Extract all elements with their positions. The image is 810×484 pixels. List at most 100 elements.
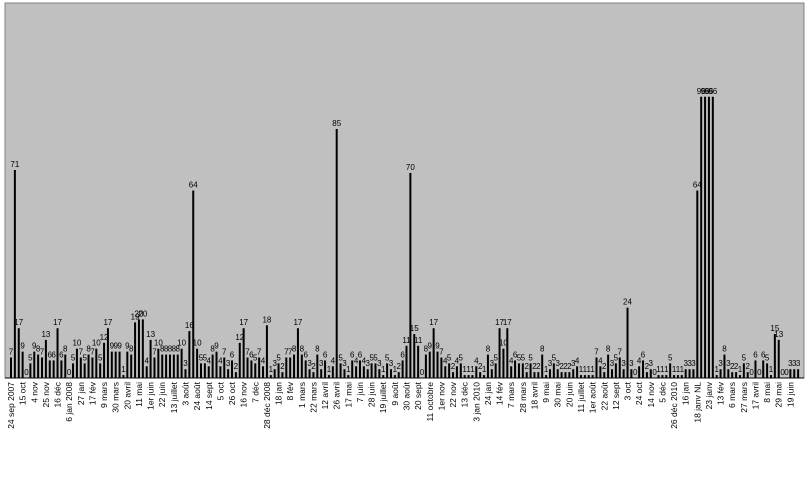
value-label: 0 [780, 368, 785, 377]
bar [33, 351, 36, 378]
bar [517, 363, 520, 378]
value-label: 8 [160, 345, 165, 354]
value-label: 2 [532, 362, 537, 371]
value-label: 10 [177, 339, 186, 348]
value-label: 9 [435, 342, 440, 351]
bar [401, 360, 404, 378]
value-label: 17 [293, 318, 302, 327]
bar [231, 360, 234, 378]
value-label: 3 [342, 359, 347, 368]
x-tick-label: 18 jan [274, 382, 284, 405]
value-label: 3 [718, 359, 723, 368]
value-label: 20 [138, 309, 147, 318]
bar [428, 351, 431, 378]
x-tick-label: 16 jan [681, 382, 691, 405]
value-label: 13 [146, 330, 155, 339]
x-tick-label: 5 oct [215, 381, 225, 400]
value-label: 5 [369, 353, 374, 362]
value-label: 1 [738, 365, 743, 374]
value-label: 9 [117, 342, 122, 351]
bar [405, 345, 408, 378]
x-tick-label: 18 avril [529, 382, 539, 410]
value-label: 5 [199, 353, 204, 362]
value-label: 5 [98, 353, 103, 362]
x-tick-label: 7 déc [250, 381, 260, 403]
bar [386, 363, 389, 378]
x-tick-label: 26 oct [227, 381, 237, 405]
bar [452, 372, 455, 378]
bar [99, 363, 102, 378]
bar [533, 372, 536, 378]
bar [114, 351, 117, 378]
value-label: 7 [40, 347, 45, 356]
bar [141, 319, 144, 378]
value-label: 5 [765, 353, 770, 362]
value-label: 0 [757, 368, 762, 377]
bar [29, 363, 32, 378]
value-label: 4 [575, 356, 580, 365]
value-label: 6 [761, 350, 766, 359]
value-label: 1 [656, 365, 661, 374]
x-tick-label: 9 mai [541, 382, 551, 403]
bar [269, 375, 272, 378]
bar [157, 348, 160, 378]
bar [735, 372, 738, 378]
bar [234, 372, 237, 378]
bar [611, 369, 614, 378]
x-tick-label: 17 mai [343, 382, 353, 408]
value-label: 2 [536, 362, 541, 371]
bar [793, 369, 796, 378]
x-tick-label: 19 juillet [378, 381, 388, 413]
x-tick-label: 16 déc [53, 381, 63, 407]
bar [440, 357, 443, 378]
bar [246, 357, 249, 378]
x-tick-label: 17 avril [750, 382, 760, 410]
bar [463, 375, 466, 378]
x-tick-label: 14 nov [646, 381, 656, 407]
x-tick-label: 20 sept [413, 381, 423, 410]
value-label: 9 [32, 342, 37, 351]
bar [37, 354, 40, 378]
value-label: 3 [649, 359, 654, 368]
value-label: 0 [784, 368, 789, 377]
value-label: 4 [218, 356, 223, 365]
bar [149, 339, 152, 378]
value-label: 5 [742, 353, 747, 362]
value-label: 2 [397, 362, 402, 371]
bar [203, 363, 206, 378]
x-tick-label: 17 fév [87, 381, 97, 405]
bar [510, 366, 513, 378]
x-tick-label: 11 juillet [576, 381, 586, 412]
x-tick-label: 30 mars [111, 382, 121, 413]
bar [490, 369, 493, 378]
x-tick-label: 5 déc [657, 381, 667, 403]
bar [335, 128, 338, 378]
value-label: 12 [235, 333, 244, 342]
bar [700, 96, 703, 378]
x-tick-label: 1er août [588, 381, 598, 413]
x-tick-label: 22 nov [448, 381, 458, 407]
x-tick-label: 18 janv NL [692, 382, 702, 423]
value-label: 3 [788, 359, 793, 368]
value-label: 2 [730, 362, 735, 371]
value-label: 11 [414, 336, 423, 345]
bar [560, 372, 563, 378]
value-label: 5 [338, 353, 343, 362]
bar [413, 334, 416, 378]
x-tick-label: 9 mars [99, 382, 109, 408]
value-label: 7 [594, 347, 599, 356]
bar [424, 354, 427, 378]
bar [262, 366, 265, 378]
x-tick-label: 15 oct [18, 381, 28, 405]
value-label: 6 [59, 350, 64, 359]
x-tick-label: 9 août [390, 381, 400, 405]
value-label: 6 [303, 350, 308, 359]
value-label: 7 [152, 347, 157, 356]
bar [312, 372, 315, 378]
bar [494, 363, 497, 378]
value-label: 1 [587, 365, 592, 374]
bar [727, 369, 730, 378]
bar [219, 366, 222, 378]
value-label: 2 [602, 362, 607, 371]
bar [389, 369, 392, 378]
